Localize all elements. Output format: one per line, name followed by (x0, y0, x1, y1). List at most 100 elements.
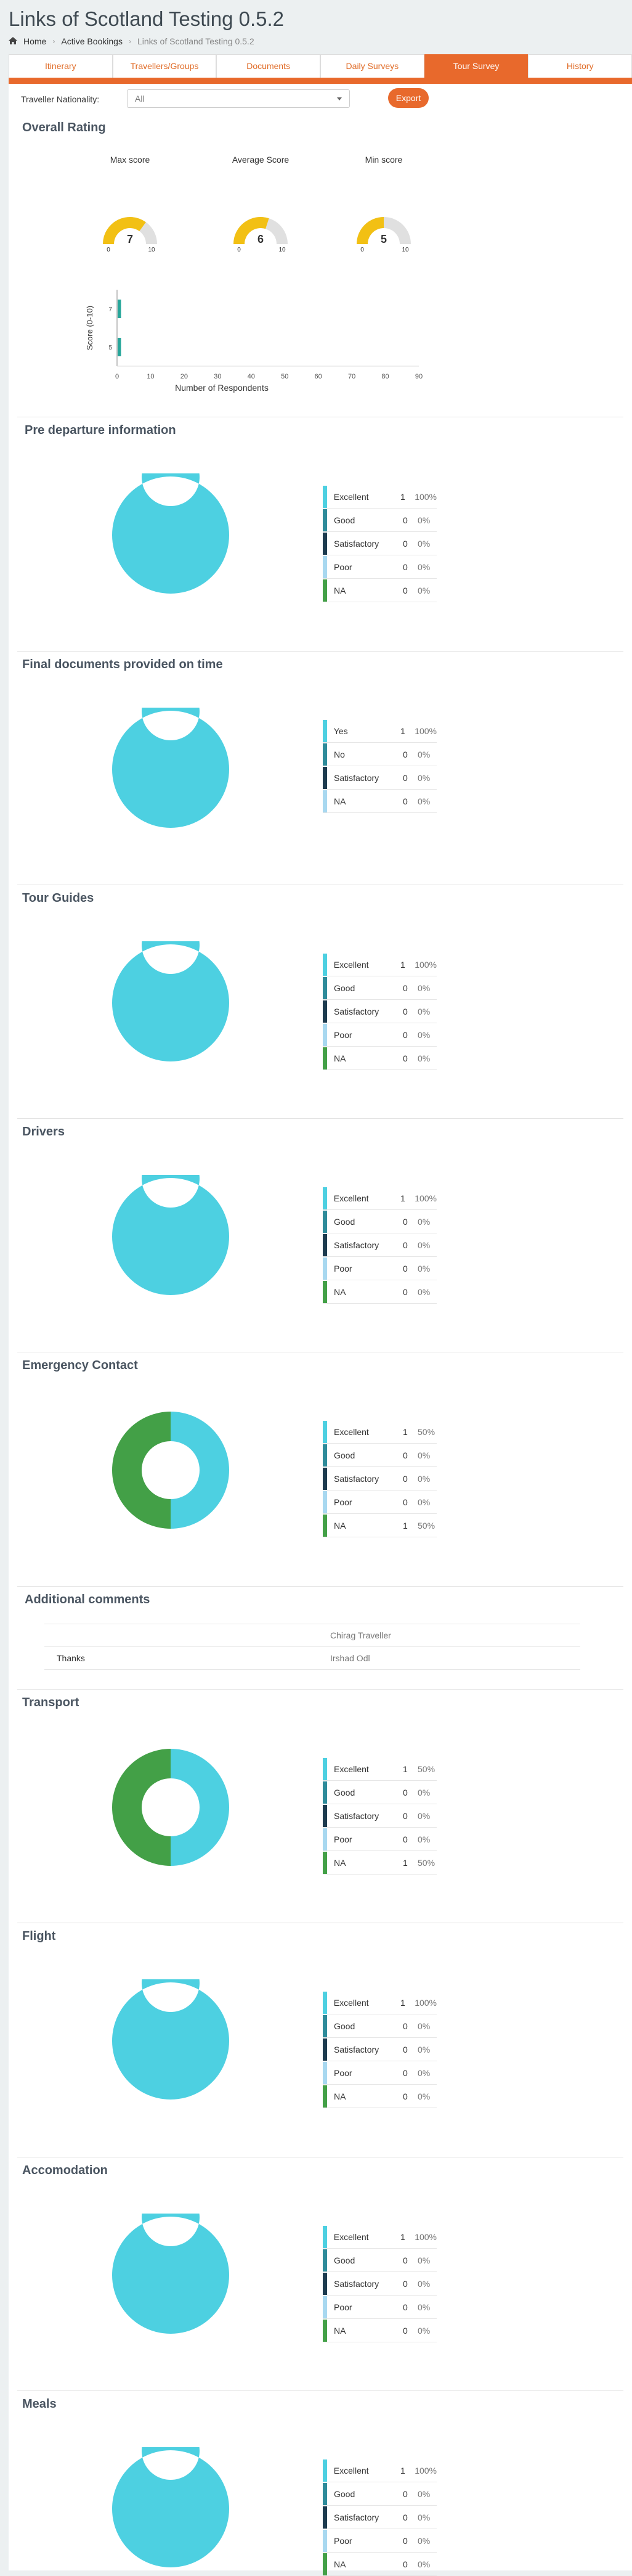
legend-item-satisfactory: Satisfactory 0 0% (323, 533, 437, 555)
legend-item-na: NA 0 0% (323, 1047, 437, 1070)
legend-label: Good (334, 1788, 355, 1797)
divider (17, 1586, 623, 1587)
legend-count: 1 (400, 960, 405, 970)
legend-label: Poor (334, 2536, 352, 2546)
gauge-average-label: Average Score (232, 155, 290, 165)
legend-swatch (323, 1781, 327, 1804)
chevron-down-icon (337, 97, 342, 100)
legend-label: Excellent (333, 1193, 369, 1203)
legend-item-satisfactory: Satisfactory 0 0% (323, 2038, 437, 2061)
nationality-select[interactable]: All (127, 89, 350, 108)
final-documents-provided-on-time-title: Final documents provided on time (22, 658, 223, 671)
x-tick-label: 30 (214, 373, 221, 380)
donut-slice-excellent[interactable] (112, 1175, 229, 1295)
overall-rating-title: Overall Rating (22, 121, 106, 134)
breadcrumb-home-link[interactable]: Home (23, 36, 47, 46)
emergency-contact-title: Emergency Contact (22, 1359, 138, 1372)
legend-percent: 0% (418, 2279, 431, 2289)
legend-item-poor: Poor 0 0% (323, 2062, 437, 2085)
x-tick-label: 40 (248, 373, 255, 380)
legend-percent: 0% (418, 2255, 431, 2265)
legend-count: 1 (400, 726, 405, 736)
donut-slice-excellent[interactable] (112, 2214, 229, 2334)
legend-percent: 0% (418, 2489, 431, 2499)
donut-slice-na[interactable] (112, 1412, 171, 1529)
bar-score-5[interactable] (118, 338, 121, 356)
legend-count: 0 (403, 1450, 408, 1460)
export-button[interactable]: Export (388, 88, 429, 108)
bar-score-7[interactable] (118, 300, 121, 318)
gauge-max-label: Max score (110, 155, 150, 165)
page-title: Links of Scotland Testing 0.5.2 (9, 7, 285, 30)
legend-label: Satisfactory (334, 773, 379, 783)
donut-slice-excellent[interactable] (112, 473, 229, 594)
legend-label: NA (334, 586, 346, 595)
legend-percent: 0% (418, 1030, 431, 1040)
comments-table: Chirag Traveller Thanks Irshad Odl (44, 1624, 580, 1670)
legend-label: Excellent (334, 1764, 369, 1774)
legend-swatch (323, 1187, 327, 1209)
legend-count: 0 (403, 515, 408, 525)
legend-item-excellent: Excellent 1 100% (323, 1187, 437, 1210)
gauge-value: 6 (257, 233, 264, 245)
donut-slice-excellent[interactable] (112, 2447, 229, 2567)
x-tick-label: 50 (281, 373, 288, 380)
legend-item-na: NA 0 0% (323, 790, 437, 813)
tab-documents[interactable]: Documents (216, 54, 321, 78)
legend-count: 0 (403, 773, 408, 783)
legend-count: 0 (403, 983, 408, 993)
tab-travellers-groups[interactable]: Travellers/Groups (112, 54, 217, 78)
donut-slice-excellent[interactable] (112, 1979, 229, 2100)
breadcrumb-active-bookings-link[interactable]: Active Bookings (61, 36, 123, 46)
legend-label: Good (334, 1450, 355, 1460)
legend-label: Excellent (333, 492, 369, 502)
donut-slice-excellent[interactable] (171, 1412, 229, 1529)
donut-slice-excellent[interactable] (112, 941, 229, 1061)
legend-item-na: NA 0 0% (323, 2085, 437, 2108)
legend-item-poor: Poor 0 0% (323, 2530, 437, 2553)
legend-item-satisfactory: Satisfactory 0 0% (323, 2273, 437, 2296)
legend-count: 0 (403, 2559, 408, 2569)
x-tick-label: 90 (415, 373, 423, 380)
legend-item-excellent: Excellent 1 100% (323, 2226, 437, 2249)
legend-count: 0 (403, 1497, 408, 1507)
comment-author: Chirag Traveller (330, 1630, 391, 1640)
tab-daily-surveys[interactable]: Daily Surveys (320, 54, 424, 78)
legend-item-excellent: Excellent 1 100% (323, 1992, 437, 2014)
legend-percent: 100% (415, 960, 437, 970)
legend-count: 1 (400, 492, 405, 502)
legend-label: Excellent (334, 1427, 369, 1437)
accomodation-title: Accomodation (22, 2164, 108, 2177)
donut-slice-yes[interactable] (112, 708, 229, 828)
legend-percent: 0% (418, 750, 431, 759)
legend-label: Excellent (333, 2232, 369, 2242)
legend-swatch (323, 2085, 327, 2108)
breadcrumb-current: Links of Scotland Testing 0.5.2 (137, 36, 254, 46)
tab-itinerary[interactable]: Itinerary (9, 54, 113, 78)
legend-item-good: Good 0 0% (323, 2483, 437, 2506)
x-tick-label: 0 (115, 373, 119, 380)
y-tick-label: 5 (108, 345, 112, 351)
legend-swatch (323, 1211, 327, 1233)
score-gauges: 7 0 10 6 0 10 5 0 10 (103, 217, 411, 253)
legend-count: 0 (403, 2045, 408, 2055)
tab-history[interactable]: History (528, 54, 632, 78)
legend-percent: 100% (415, 726, 437, 736)
legend-percent: 0% (418, 1264, 431, 1274)
gauge-min-tick: 0 (107, 247, 110, 253)
legend-count: 0 (403, 2091, 408, 2101)
legend-swatch (323, 1758, 327, 1780)
legend-swatch (323, 1047, 327, 1069)
legend-swatch (323, 743, 327, 766)
donut-slice-excellent[interactable] (171, 1749, 229, 1866)
x-axis-label: Number of Respondents (175, 383, 269, 393)
legend-swatch (323, 2015, 327, 2037)
legend-count: 0 (403, 2489, 408, 2499)
donut-slice-na[interactable] (112, 1749, 171, 1866)
tour-guides-donut-chart (112, 941, 229, 1061)
tab-tour-survey[interactable]: Tour Survey (424, 54, 529, 78)
legend-swatch (323, 2038, 327, 2061)
emergency-contact-donut-chart (112, 1412, 229, 1529)
legend-label: Poor (334, 1030, 352, 1040)
